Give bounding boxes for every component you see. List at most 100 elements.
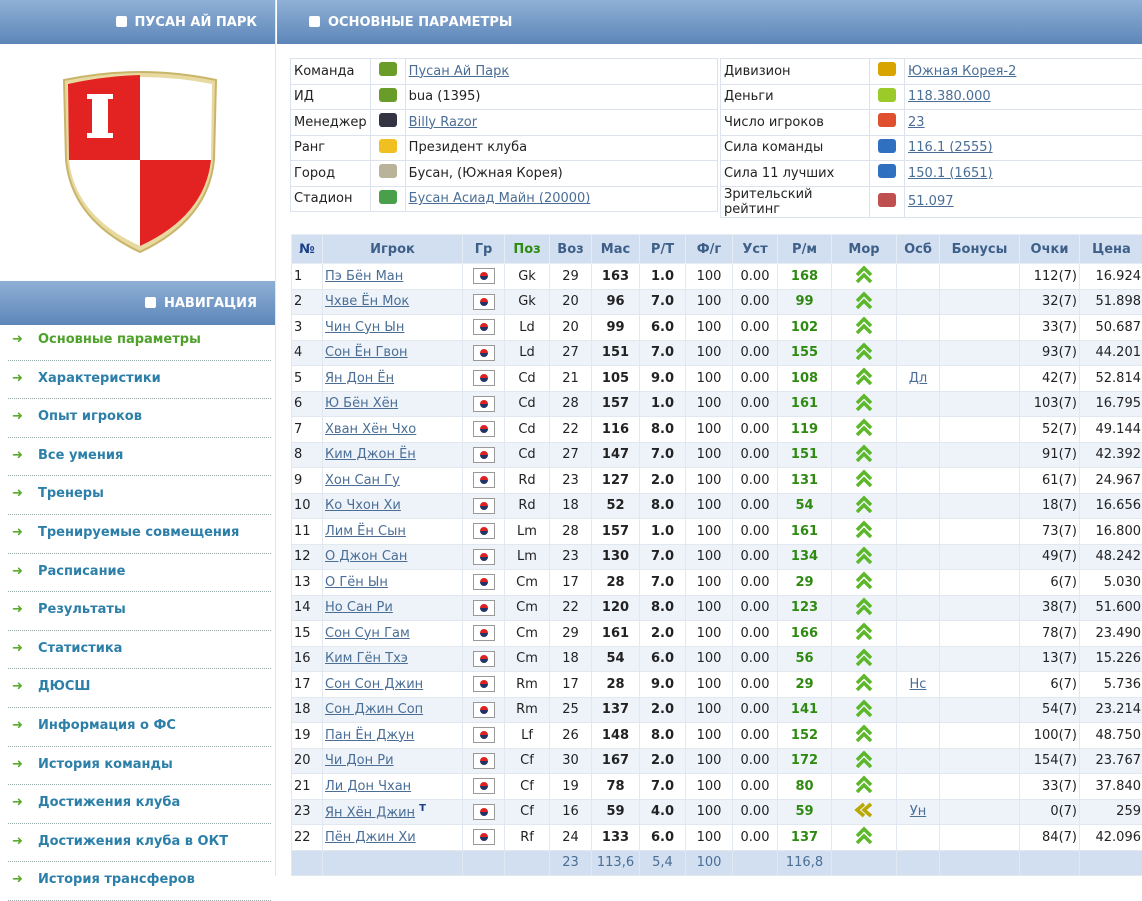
nav-item[interactable]: ➜Расписание bbox=[8, 554, 271, 593]
special-link[interactable]: Нс bbox=[910, 677, 927, 692]
player-link[interactable]: Ким Гён Тхэ bbox=[325, 651, 408, 666]
cell-text: 100 bbox=[697, 677, 722, 692]
nav-item[interactable]: ➜Характеристики bbox=[8, 361, 271, 400]
cell: 161 bbox=[778, 391, 832, 417]
cell bbox=[940, 570, 1020, 596]
cell-text: Rm bbox=[516, 702, 538, 717]
player-link[interactable]: Сон Ён Гвон bbox=[325, 345, 408, 360]
cell-text: 25 bbox=[562, 702, 579, 717]
cell: 13(7) bbox=[1020, 646, 1080, 672]
nav-item[interactable]: ➜Информация о ФС bbox=[8, 708, 271, 747]
player-link[interactable]: Сон Сун Гам bbox=[325, 626, 410, 641]
nav-label[interactable]: Характеристики bbox=[38, 371, 161, 386]
cell bbox=[897, 646, 940, 672]
player-link[interactable]: Пён Джин Хи bbox=[325, 830, 416, 845]
nav-label[interactable]: История команды bbox=[38, 757, 173, 772]
player-link[interactable]: Лим Ён Сын bbox=[325, 524, 406, 539]
nav-item[interactable]: ➜ДЮСШ bbox=[8, 669, 271, 708]
nav-label[interactable]: Все умения bbox=[38, 448, 123, 463]
info-link[interactable]: Billy Razor bbox=[409, 115, 477, 130]
special-link[interactable]: Дл bbox=[909, 371, 927, 386]
cell: 25 bbox=[550, 697, 592, 723]
cell-text: 151 bbox=[791, 447, 818, 462]
cell: 167 bbox=[592, 748, 640, 774]
player-link[interactable]: Пэ Бён Ман bbox=[325, 269, 403, 284]
nav-label[interactable]: Информация о ФС bbox=[38, 718, 176, 733]
player-link[interactable]: Но Сан Ри bbox=[325, 600, 393, 615]
cell: 155 bbox=[778, 340, 832, 366]
cell-text: 172 bbox=[791, 753, 818, 768]
nav-item[interactable]: ➜Тренеры bbox=[8, 476, 271, 515]
nav-label[interactable]: Основные параметры bbox=[38, 332, 201, 347]
nav-item[interactable]: ➜История трансферов bbox=[8, 862, 271, 901]
player-link[interactable]: О Джон Сан bbox=[325, 549, 407, 564]
nav-title: НАВИГАЦИЯ bbox=[164, 296, 257, 311]
cell-text: 23 bbox=[294, 804, 311, 819]
player-link[interactable]: Ян Хён Джин bbox=[325, 805, 415, 820]
cell-text: 0.00 bbox=[741, 473, 770, 488]
nav-label[interactable]: Достижения клуба в ОКТ bbox=[38, 834, 228, 849]
player-link[interactable]: Чин Сун Ын bbox=[325, 320, 404, 335]
nav-label[interactable]: Результаты bbox=[38, 602, 126, 617]
nav-label[interactable]: Тренеры bbox=[38, 486, 104, 501]
special-link[interactable]: Ун bbox=[910, 804, 926, 819]
nav-label[interactable]: Тренируемые совмещения bbox=[38, 525, 239, 540]
cell-text: Gk bbox=[518, 269, 536, 284]
column-header: Поз bbox=[505, 235, 550, 264]
nav-item[interactable]: ➜Опыт игроков bbox=[8, 399, 271, 438]
nav-label[interactable]: История трансферов bbox=[38, 872, 195, 887]
cell-text: 100 bbox=[697, 294, 722, 309]
player-link[interactable]: О Гён Ын bbox=[325, 575, 388, 590]
cell: 0.00 bbox=[733, 442, 778, 468]
info-link[interactable]: 116.1 (2555) bbox=[908, 140, 993, 155]
info-link[interactable]: 23 bbox=[908, 115, 925, 130]
nav-item[interactable]: ➜Основные параметры bbox=[8, 322, 271, 361]
nav-label[interactable]: Опыт игроков bbox=[38, 409, 142, 424]
player-link[interactable]: Чи Дон Ри bbox=[325, 753, 394, 768]
cell: 19 bbox=[550, 774, 592, 800]
player-link[interactable]: Хван Хён Чхо bbox=[325, 422, 416, 437]
player-link[interactable]: Чхве Ён Мок bbox=[325, 294, 409, 309]
nav-item[interactable]: ➜История команды bbox=[8, 747, 271, 786]
nav-item[interactable]: ➜Все умения bbox=[8, 438, 271, 477]
nav-label[interactable]: Расписание bbox=[38, 564, 125, 579]
player-link[interactable]: Ли Дон Чхан bbox=[325, 779, 411, 794]
nav-label[interactable]: Достижения клуба bbox=[38, 795, 180, 810]
cell-text: Cm bbox=[516, 575, 538, 590]
info-link[interactable]: Южная Корея-2 bbox=[908, 64, 1016, 79]
info-link[interactable]: Пусан Ай Парк bbox=[409, 64, 510, 79]
cell: Rd bbox=[505, 493, 550, 519]
player-link[interactable]: Сон Сон Джин bbox=[325, 677, 423, 692]
nav-item[interactable]: ➜Результаты bbox=[8, 592, 271, 631]
player-link[interactable]: Ян Дон Ён bbox=[325, 371, 394, 386]
nav-item[interactable]: ➜Статистика bbox=[8, 631, 271, 670]
info-link[interactable]: Бусан Асиад Майн (20000) bbox=[409, 191, 591, 206]
cell: Ли Дон Чхан bbox=[323, 774, 463, 800]
cell: 2.0 bbox=[640, 748, 686, 774]
nav-label[interactable]: Статистика bbox=[38, 641, 122, 656]
info-link[interactable]: 51.097 bbox=[908, 194, 954, 209]
info-link[interactable]: 118.380.000 bbox=[908, 89, 991, 104]
icon bbox=[878, 139, 896, 153]
player-link[interactable]: Ким Джон Ён bbox=[325, 447, 416, 462]
player-link[interactable]: Ю Бён Хён bbox=[325, 396, 398, 411]
nav-item[interactable]: ➜Достижения клуба bbox=[8, 785, 271, 824]
player-link[interactable]: Пан Ён Джун bbox=[325, 728, 414, 743]
cell bbox=[940, 544, 1020, 570]
player-link[interactable]: Сон Джин Соп bbox=[325, 702, 423, 717]
player-link[interactable]: Хон Сан Гу bbox=[325, 473, 400, 488]
cell: 7.0 bbox=[640, 570, 686, 596]
nav-item[interactable]: ➜Достижения клуба в ОКТ bbox=[8, 824, 271, 863]
player-link[interactable]: Ко Чхон Хи bbox=[325, 498, 401, 513]
info-link[interactable]: 150.1 (1651) bbox=[908, 166, 993, 181]
cell-text: 51.600 bbox=[1096, 600, 1142, 615]
flag-icon bbox=[473, 447, 495, 463]
cell-text: 7.0 bbox=[651, 447, 674, 462]
cell: Cf bbox=[505, 748, 550, 774]
nav-label[interactable]: ДЮСШ bbox=[38, 679, 90, 694]
nav-item[interactable]: ➜Тренируемые совмещения bbox=[8, 515, 271, 554]
